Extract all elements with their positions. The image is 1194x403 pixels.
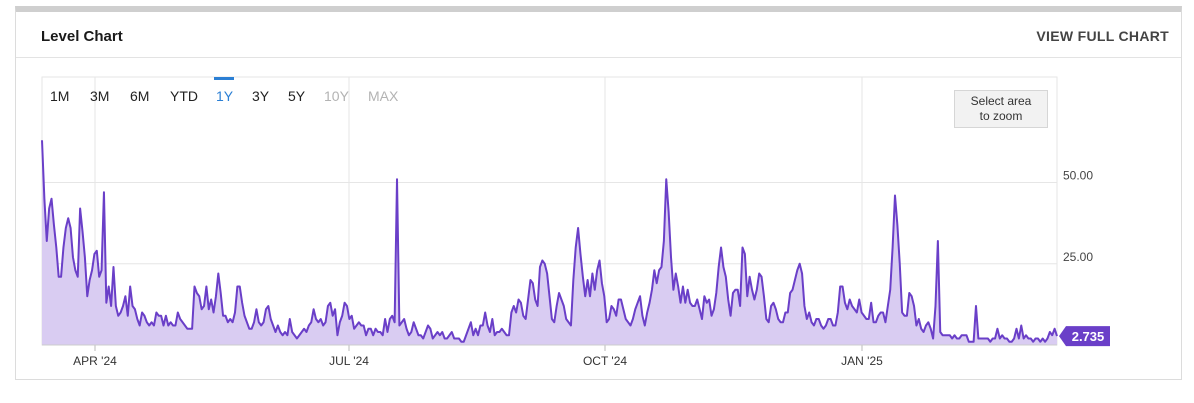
chart-title: Level Chart: [41, 28, 123, 45]
select-area-zoom-hint: Select area to zoom: [954, 90, 1048, 128]
range-btn-3m[interactable]: 3M: [90, 88, 110, 104]
x-tick-label: OCT '24: [583, 354, 627, 368]
zoom-hint-line1: Select area: [970, 94, 1032, 108]
series-area: [42, 140, 1057, 345]
range-btn-3y[interactable]: 3Y: [252, 88, 270, 104]
y-tick-label: 50.00: [1063, 169, 1093, 183]
range-btn-1m[interactable]: 1M: [50, 88, 70, 104]
last-value-label: 2.735: [1072, 329, 1105, 344]
x-tick-label: APR '24: [73, 354, 117, 368]
range-btn-10y: 10Y: [324, 88, 349, 104]
view-full-chart-link[interactable]: VIEW FULL CHART: [1036, 28, 1169, 44]
active-range-indicator: [214, 77, 234, 80]
zoom-hint-line2: to zoom: [979, 109, 1023, 123]
x-tick-label: JUL '24: [329, 354, 369, 368]
last-value-badge-shape: [1059, 326, 1110, 347]
y-tick-label: 25.00: [1063, 250, 1093, 264]
range-btn-1y[interactable]: 1Y: [216, 88, 234, 104]
card-header: Level Chart VIEW FULL CHART: [16, 12, 1181, 58]
last-value-badge: 2.735: [1059, 326, 1110, 347]
range-btn-ytd[interactable]: YTD: [170, 88, 198, 104]
x-tick-label: JAN '25: [841, 354, 883, 368]
range-btn-6m[interactable]: 6M: [130, 88, 150, 104]
series-line: [41, 140, 1058, 343]
range-btn-max: MAX: [368, 88, 399, 104]
range-btn-5y[interactable]: 5Y: [288, 88, 306, 104]
